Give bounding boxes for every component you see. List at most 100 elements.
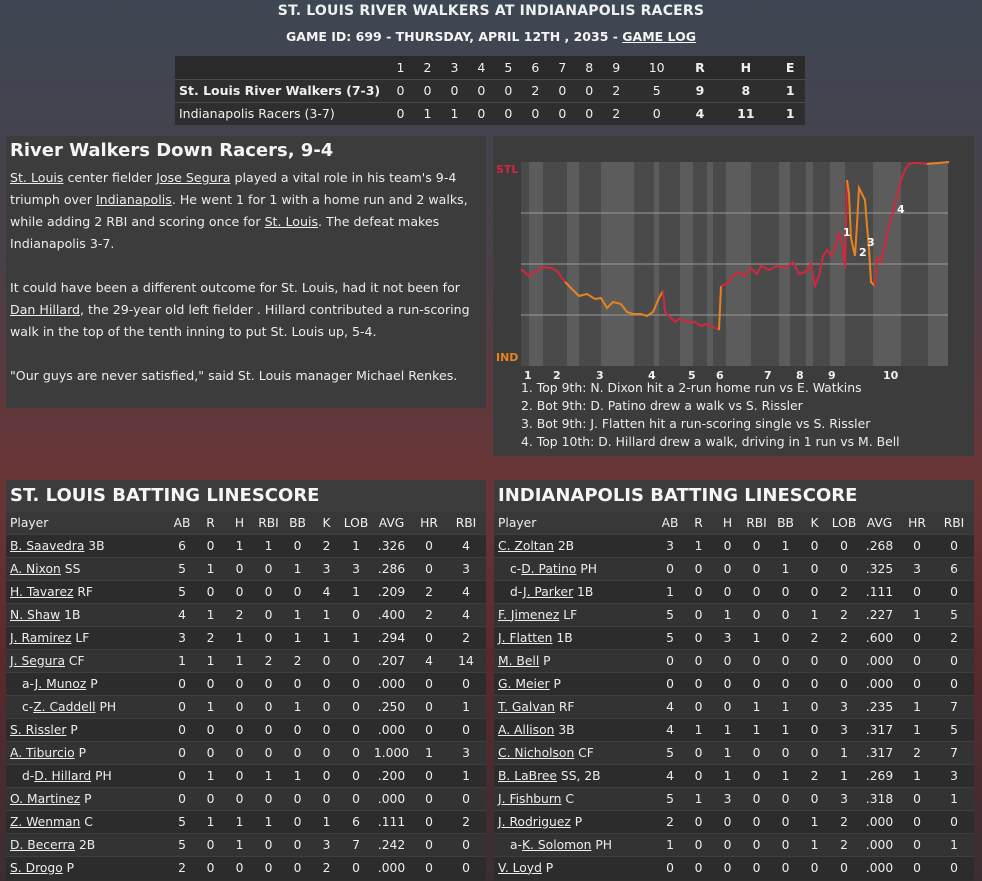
stat-cell: 0 xyxy=(225,694,254,718)
player-position: P xyxy=(86,676,98,691)
stat-cell: 0 xyxy=(656,855,684,879)
batting-col-header: AVG xyxy=(371,512,412,534)
stat-cell: 0 xyxy=(800,556,829,580)
stat-cell: .326 xyxy=(371,533,412,557)
stat-cell: 1 xyxy=(800,832,829,856)
player-link[interactable]: M. Bell xyxy=(498,653,540,668)
batting-row: J. Segura CF 1 1 1 2 2 0 0.207 4 14 xyxy=(6,648,486,672)
linescore-col-header: 4 xyxy=(477,59,486,75)
player-link[interactable]: S. Rissler xyxy=(10,722,67,737)
linescore-team-name: St. Louis River Walkers (7-3) xyxy=(179,83,381,98)
recap-link[interactable]: Jose Segura xyxy=(156,170,231,185)
recap-link[interactable]: St. Louis xyxy=(264,214,319,229)
stat-cell: 0 xyxy=(934,533,974,557)
stat-cell: 0 xyxy=(742,579,771,603)
player-link[interactable]: A. Nixon xyxy=(10,561,61,576)
player-cell: O. Martinez P xyxy=(6,786,168,810)
stat-cell: 1 xyxy=(800,602,829,626)
player-link[interactable]: A. Allison xyxy=(498,722,555,737)
player-link[interactable]: C. Zoltan xyxy=(498,538,554,553)
stat-cell: 0 xyxy=(412,533,446,557)
player-link[interactable]: D. Patino xyxy=(521,561,577,576)
stat-cell: 0 xyxy=(684,832,713,856)
player-link[interactable]: C. Nicholson xyxy=(498,745,575,760)
player-cell: C. Zoltan 2B xyxy=(494,533,656,557)
wp-line-stl xyxy=(874,162,928,287)
player-link[interactable]: N. Shaw xyxy=(10,607,61,622)
player-link[interactable]: O. Martinez xyxy=(10,791,81,806)
stat-cell: 0 xyxy=(934,648,974,672)
recap-link[interactable]: Indianapolis xyxy=(95,192,172,207)
player-link[interactable]: Z. Wenman xyxy=(10,814,81,829)
stat-cell: 0 xyxy=(196,671,225,695)
player-link[interactable]: T. Galvan xyxy=(498,699,555,714)
stat-cell: 0 xyxy=(312,763,341,787)
linescore-cell: 1 xyxy=(423,106,432,122)
stat-cell: 1 xyxy=(283,625,312,649)
wp-inning-label: 5 xyxy=(688,369,696,381)
player-link[interactable]: S. Drogo xyxy=(10,860,63,875)
player-link[interactable]: D. Hillard xyxy=(34,768,92,783)
batting-row: O. Martinez P 0 0 0 0 0 0 0.000 0 0 xyxy=(6,786,486,810)
player-link[interactable]: D. Becerra xyxy=(10,837,76,852)
stat-cell: .318 xyxy=(859,786,900,810)
stat-cell: 5 xyxy=(656,786,684,810)
linescore-cell: 8 xyxy=(741,83,751,98)
stat-cell: 1 xyxy=(713,602,742,626)
stat-cell: 0 xyxy=(312,740,341,764)
linescore-col-header: 3 xyxy=(450,59,459,75)
stat-cell: 0 xyxy=(742,556,771,580)
linescore-team-row: St. Louis River Walkers (7-3) 0 0 0 0 0 2 0 0 2 5 9… xyxy=(175,79,805,102)
wp-inning-label: 6 xyxy=(716,369,724,381)
stat-cell: 1 xyxy=(254,809,283,833)
stat-cell: 0 xyxy=(412,671,446,695)
stat-cell: 0 xyxy=(800,648,829,672)
stat-cell: 1 xyxy=(771,694,800,718)
stat-cell: 2 xyxy=(829,832,859,856)
stat-cell: 4 xyxy=(656,717,684,741)
game-log-link[interactable]: GAME LOG xyxy=(622,29,696,44)
player-link[interactable]: K. Solomon xyxy=(521,837,592,852)
stat-cell: .600 xyxy=(859,625,900,649)
player-link[interactable]: J. Segura xyxy=(10,653,66,668)
player-link[interactable]: B. LaBree xyxy=(498,768,557,783)
wp-event-item: 4. Top 10th: D. Hillard drew a walk, dri… xyxy=(521,434,900,449)
player-link[interactable]: J. Flatten xyxy=(498,630,553,645)
stat-cell: 0 xyxy=(771,855,800,879)
stat-cell: 0 xyxy=(713,671,742,695)
player-link[interactable]: Z. Caddell xyxy=(33,699,96,714)
stat-cell: .207 xyxy=(371,648,412,672)
player-cell: d-J. Parker 1B xyxy=(494,579,656,603)
player-link[interactable]: G. Meier xyxy=(498,676,550,691)
batting-row: d-J. Parker 1B 1 0 0 0 0 0 2.111 0 0 xyxy=(494,579,974,603)
player-link[interactable]: B. Saavedra xyxy=(10,538,85,553)
player-link[interactable]: J. Ramirez xyxy=(10,630,72,645)
player-link[interactable]: F. Jimenez xyxy=(498,607,560,622)
stat-cell: 0 xyxy=(283,832,312,856)
player-link[interactable]: J. Parker xyxy=(522,584,574,599)
recap-link[interactable]: Dan Hillard xyxy=(10,302,81,317)
player-cell: D. Becerra 2B xyxy=(6,832,168,856)
player-link[interactable]: H. Tavarez xyxy=(10,584,74,599)
stat-cell: 0 xyxy=(713,556,742,580)
player-cell: c-D. Patino PH xyxy=(494,556,656,580)
stat-cell: 0 xyxy=(771,671,800,695)
player-link[interactable]: A. Tiburcio xyxy=(10,745,75,760)
stat-cell: .250 xyxy=(371,694,412,718)
stat-cell: 0 xyxy=(412,694,446,718)
stat-cell: 0 xyxy=(656,648,684,672)
player-link[interactable]: J. Fishburn xyxy=(498,791,562,806)
stat-cell: 0 xyxy=(412,855,446,879)
player-cell: A. Tiburcio P xyxy=(6,740,168,764)
recap-link[interactable]: St. Louis xyxy=(10,170,64,185)
player-link[interactable]: J. Munoz xyxy=(34,676,87,691)
stat-cell: 1 xyxy=(446,694,486,718)
stat-cell: 1 xyxy=(312,602,341,626)
player-link[interactable]: J. Rodriguez xyxy=(498,814,571,829)
stat-cell: .000 xyxy=(859,671,900,695)
stat-cell: 0 xyxy=(771,579,800,603)
stat-cell: 0 xyxy=(713,533,742,557)
player-link[interactable]: V. Loyd xyxy=(498,860,542,875)
stat-cell: 0 xyxy=(341,602,371,626)
stat-cell: 1 xyxy=(254,763,283,787)
